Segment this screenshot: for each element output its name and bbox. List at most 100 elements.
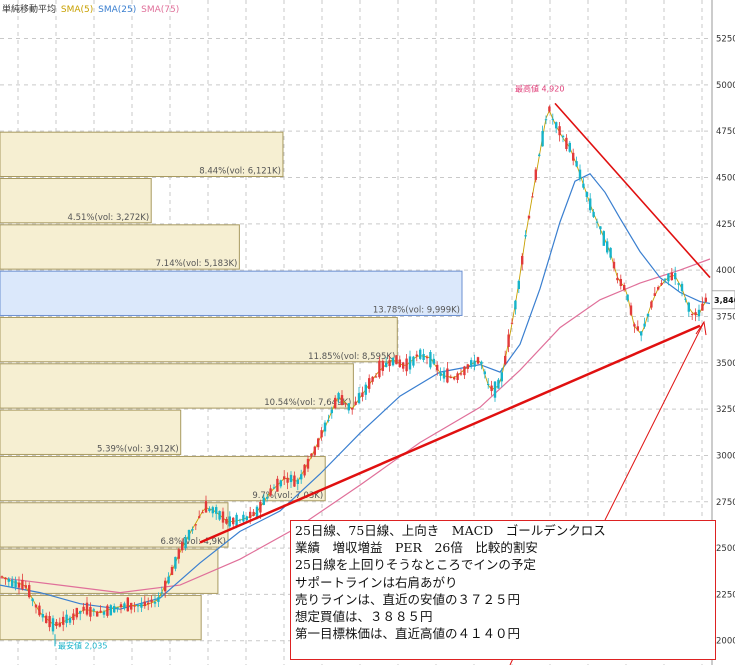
candle-body	[660, 283, 663, 285]
candle-body	[395, 355, 398, 365]
candle-body	[578, 169, 582, 179]
candle-body	[558, 126, 561, 136]
candle-body	[157, 597, 160, 602]
volume-profile-label: 7.14%(vol: 5,183K)	[156, 259, 238, 269]
candle-body	[255, 506, 259, 518]
candle-body	[170, 566, 174, 575]
candle-body	[34, 604, 38, 608]
candle-body	[72, 613, 75, 621]
candle-body	[48, 616, 51, 628]
candle-body	[589, 198, 592, 211]
candle-body	[28, 585, 31, 598]
candle-body	[388, 360, 391, 367]
candle-body	[612, 261, 616, 269]
candle-body	[289, 474, 293, 483]
candle-body	[490, 385, 493, 392]
candle-body	[582, 183, 585, 188]
note-line: 想定買値は、３８８５円	[295, 609, 433, 625]
candle-body	[279, 480, 282, 487]
sma5-line	[1, 109, 707, 626]
candle-body	[313, 446, 316, 455]
candle-body	[21, 579, 24, 590]
indicator-legend: 単純移動平均 SMA(5) SMA(25) SMA(75)	[2, 2, 181, 15]
candle-body	[143, 601, 146, 607]
candle-body	[82, 606, 85, 611]
candle-body	[487, 383, 490, 385]
candle-body	[446, 368, 449, 383]
note-line: サポートラインは右肩あがり	[295, 574, 458, 590]
candle-body	[102, 611, 106, 615]
candle-body	[677, 283, 680, 285]
legend-prefix: 単純移動平均	[2, 5, 57, 15]
sma75-line	[0, 258, 711, 594]
candle-body	[303, 464, 306, 476]
candle-body	[85, 602, 89, 615]
candle-body	[296, 479, 299, 484]
candle-body	[640, 331, 643, 336]
candle-body	[228, 516, 231, 527]
volume-profile-label: 6.8%(vol: 4,9K)	[160, 537, 225, 547]
candle-body	[181, 542, 184, 551]
candle-body	[136, 605, 140, 607]
volume-profile-bar	[0, 178, 152, 224]
note-line: 25日線、75日線、上向き MACD ゴールデンクロス	[295, 523, 606, 538]
candle-body	[629, 305, 633, 315]
candle-body	[174, 556, 177, 569]
candle-body	[96, 611, 99, 617]
low-price-label: 最安値 2,035	[58, 640, 107, 650]
legend-sma75: SMA(75)	[141, 5, 180, 15]
candle-body	[483, 371, 486, 375]
candle-body	[534, 169, 537, 180]
candle-body	[368, 378, 371, 389]
candle-body	[201, 512, 204, 514]
candle-body	[633, 324, 636, 327]
candle-body	[58, 622, 61, 627]
candle-body	[402, 362, 405, 369]
candle-body	[24, 585, 27, 588]
candle-body	[374, 376, 378, 378]
candle-body	[45, 615, 48, 624]
resistance-line	[554, 102, 711, 279]
candle-body	[548, 106, 551, 112]
candle-body	[140, 603, 143, 608]
candle-body	[619, 278, 622, 287]
candle-body	[75, 607, 78, 618]
volume-profile-bar	[0, 409, 182, 455]
volume-profile-label: 10.54%(vol: 7,649K)	[264, 398, 351, 408]
candle-body	[306, 458, 310, 469]
candle-body	[364, 384, 367, 395]
y-tick-label: 4500	[716, 174, 735, 184]
candle-body	[684, 298, 687, 300]
candle-body	[153, 602, 157, 604]
candle-body	[412, 356, 415, 366]
y-tick-label: 4750	[716, 127, 735, 137]
candle-body	[68, 617, 72, 623]
y-tick-label: 5250	[716, 35, 735, 45]
candle-body	[242, 514, 245, 522]
y-tick-label: 2000	[716, 637, 735, 647]
candle-body	[436, 364, 439, 371]
candle-body	[541, 130, 544, 147]
candle-body	[572, 152, 575, 161]
candle-body	[218, 511, 221, 520]
candle-body	[415, 354, 418, 357]
candle-body	[381, 360, 384, 371]
candle-body	[650, 301, 653, 308]
candle-body	[198, 516, 201, 518]
candle-body	[667, 273, 670, 282]
candle-body	[459, 373, 463, 375]
candle-body	[646, 313, 650, 317]
y-tick-label: 4250	[716, 220, 735, 230]
candle-body	[425, 357, 429, 359]
candle-body	[259, 502, 262, 513]
candle-body	[164, 580, 167, 592]
candle-body	[323, 422, 327, 432]
note-line: 第一目標株価は、直近高値の４１４０円	[295, 626, 521, 642]
candle-body	[340, 395, 344, 405]
candle-body	[4, 577, 7, 580]
candle-body	[561, 135, 565, 138]
candle-body	[674, 273, 677, 280]
volume-profile-label: 9.7%(vol: 7,03K)	[252, 491, 323, 501]
candle-body	[453, 377, 456, 380]
candle-body	[456, 373, 459, 380]
